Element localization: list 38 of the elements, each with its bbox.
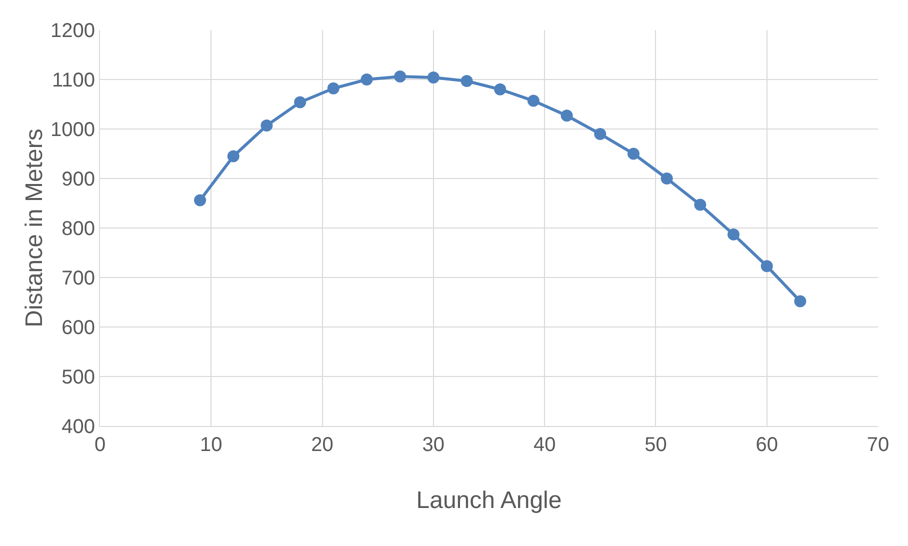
- y-tick-label: 600: [62, 317, 95, 339]
- point: [627, 148, 640, 160]
- point: [260, 120, 273, 132]
- point: [794, 295, 806, 308]
- y-tick-label: 1000: [50, 119, 95, 141]
- point: [427, 72, 440, 84]
- point: [394, 70, 406, 83]
- point: [360, 74, 373, 86]
- point: [460, 74, 473, 87]
- point: [194, 194, 206, 206]
- x-tick-label: 60: [756, 434, 778, 456]
- x-tick-label: 20: [311, 434, 334, 456]
- y-tick-label: 1100: [52, 70, 95, 92]
- point: [327, 82, 340, 94]
- x-tick-label: 10: [200, 434, 222, 456]
- x-tick-label: 30: [422, 434, 445, 456]
- y-tick-label: 400: [62, 416, 95, 438]
- point: [227, 150, 240, 162]
- y-tick-label: 700: [62, 268, 95, 290]
- x-tick-label: 0: [94, 434, 106, 456]
- x-tick-label: 70: [866, 434, 890, 456]
- point: [594, 128, 606, 140]
- point: [694, 198, 706, 211]
- y-tick-label: 900: [62, 168, 95, 190]
- point: [494, 83, 506, 96]
- y-tick-label: 1200: [50, 20, 95, 42]
- point: [760, 260, 773, 272]
- point: [728, 228, 740, 240]
- point: [560, 110, 573, 122]
- y-axis-title: Distance in Meters: [21, 128, 48, 328]
- x-axis-title: Launch Angle: [416, 487, 562, 514]
- x-tick-label: 40: [533, 434, 556, 456]
- y-tick-label: 800: [62, 218, 95, 240]
- point: [294, 96, 306, 108]
- x-tick-label: 50: [644, 434, 667, 456]
- y-tick-label: 500: [62, 366, 95, 388]
- point: [527, 94, 540, 107]
- point: [660, 172, 673, 184]
